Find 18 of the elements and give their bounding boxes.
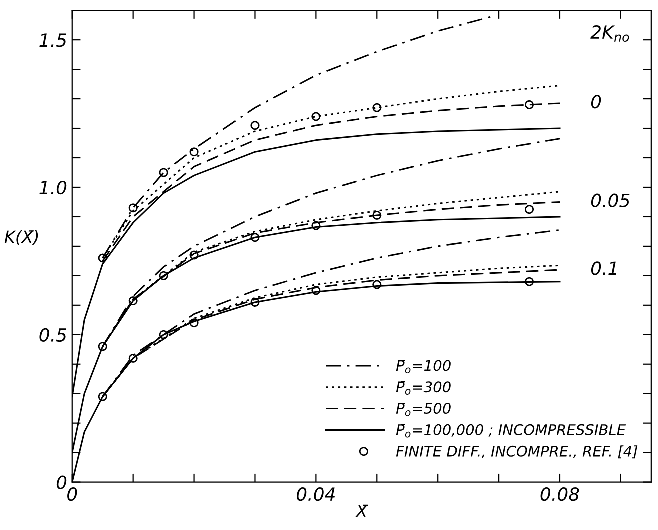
legend-label: P̄$_{o}$=100,000 ; INCOMPRESSIBLE [396,424,626,438]
y-tick-label: 0 [56,476,67,490]
y-tick-label: 1.5 [40,34,67,48]
legend-label: P̄$_{o}$=500 [396,402,451,416]
legend-label: P̄$_{o}$=300 [396,382,451,395]
legend-label: FINITE DIFF., INCOMPRE., REF. [4] [396,446,638,459]
annotation: 0 [591,95,602,109]
x-tick-label: 0 [68,487,78,502]
legend-label: P̄$_{o}$=100 [396,360,451,374]
x-axis-title: X̄ [355,504,368,518]
annotation: 0.05 [591,194,630,208]
annotation: 0.1 [591,262,617,276]
y-tick-label: 1.0 [40,180,67,195]
x-tick-label: 0.04 [296,487,335,502]
y-axis-title: K(X̄) [4,230,38,246]
annotation: 2K$_{no}$ [590,25,630,42]
y-tick-label: 0.5 [40,328,67,342]
x-tick-label: 0.08 [540,487,580,502]
